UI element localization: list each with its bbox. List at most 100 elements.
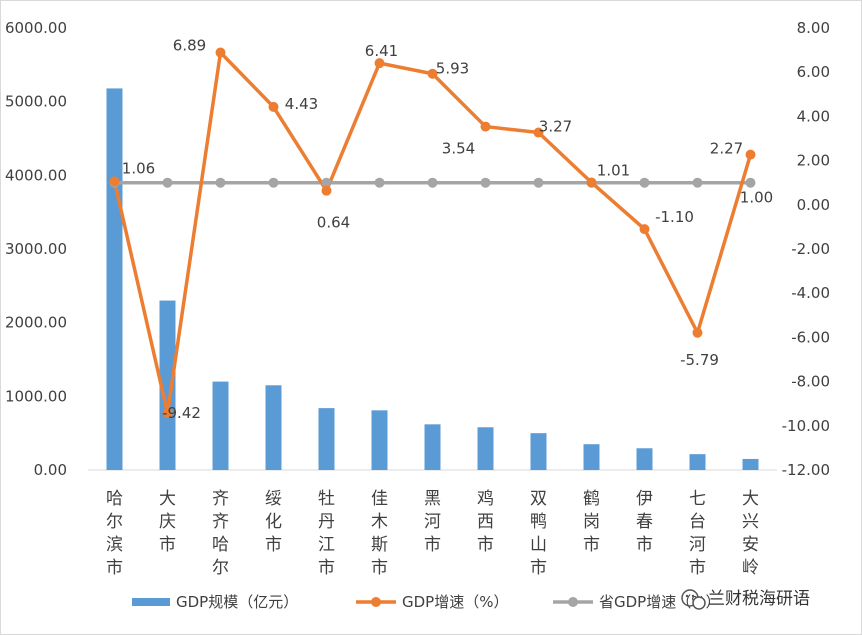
category-label: 佳 [371, 489, 388, 509]
legend-label: GDP规模（亿元） [176, 593, 298, 611]
category-label: 丹 [318, 512, 335, 532]
legend-label: GDP增速（%） [402, 593, 508, 611]
category-label: 市 [689, 558, 706, 578]
gdp-bar [106, 88, 123, 470]
category-label: 哈 [212, 535, 229, 555]
series-point [533, 177, 544, 188]
gdp-bar [583, 444, 600, 470]
growth-data-label: -5.79 [680, 351, 719, 369]
category-label: 河 [689, 535, 706, 555]
category-labels: 哈尔滨市大庆市齐齐哈尔绥化市牡丹江市佳木斯市黑河市鸡西市双鸭山市鹤岗市伊春市七台… [106, 489, 759, 578]
left-axis-tick: 1000.00 [5, 387, 67, 405]
watermark-text: 兰财税海研语 [708, 589, 810, 609]
right-axis-tick: -6.00 [791, 328, 830, 346]
province-data-label: 1.00 [740, 189, 773, 207]
category-label: 木 [371, 512, 388, 532]
right-axis-tick: 4.00 [797, 107, 830, 125]
right-axis-tick: -2.00 [791, 240, 830, 258]
category-label: 大 [742, 489, 759, 509]
category-label: 大 [159, 489, 176, 509]
category-label: 双 [530, 489, 547, 509]
gdp-bar [318, 408, 335, 470]
category-label: 河 [424, 512, 441, 532]
legend-swatch-marker [568, 597, 578, 607]
category-label: 牡 [318, 489, 335, 509]
line-series [109, 47, 756, 418]
series-point [268, 177, 279, 188]
category-label: 安 [742, 535, 759, 555]
left-axis-tick: 2000.00 [5, 314, 67, 332]
growth-data-label: 3.27 [539, 118, 572, 136]
category-label: 化 [265, 512, 282, 532]
growth-data-label: 2.27 [710, 140, 743, 158]
right-axis-tick: -12.00 [782, 461, 830, 479]
category-label: 市 [530, 558, 547, 578]
series-point [745, 149, 756, 160]
series-point [374, 58, 385, 69]
category-label: 绥 [265, 489, 282, 509]
left-axis-tick: 0.00 [34, 461, 67, 479]
right-axis-tick: 8.00 [797, 19, 830, 37]
category-label: 黑 [424, 489, 441, 509]
category-label: 西 [477, 512, 494, 532]
gdp-bar [371, 410, 388, 470]
category-label: 岭 [742, 558, 759, 578]
right-axis-tick: -8.00 [791, 373, 830, 391]
gdp-bar [636, 448, 653, 470]
series-point [639, 177, 650, 188]
category-label: 鸡 [477, 489, 494, 509]
category-label: 鹤 [583, 489, 600, 509]
category-label: 尔 [212, 558, 229, 578]
bar-series [106, 88, 759, 470]
growth-data-label: 6.41 [365, 42, 398, 60]
gdp-bar [424, 424, 441, 470]
category-label: 尔 [106, 512, 123, 532]
category-label: 齐 [212, 489, 229, 509]
category-label: 市 [318, 558, 335, 578]
series-point [215, 177, 226, 188]
gdp-bar [477, 427, 494, 470]
series-point [745, 177, 756, 188]
category-label: 市 [636, 535, 653, 555]
category-label: 台 [689, 512, 706, 532]
watermark-icon [681, 589, 706, 610]
growth-data-label: -9.42 [162, 404, 201, 422]
gdp-bar [212, 381, 229, 470]
series-point [427, 68, 438, 79]
growth-data-label: 1.06 [122, 159, 155, 177]
category-label: 山 [530, 535, 547, 555]
growth-data-label: 3.54 [442, 140, 475, 158]
left-axis-tick: 3000.00 [5, 240, 67, 258]
left-axis-tick: 5000.00 [5, 93, 67, 111]
category-label: 齐 [212, 512, 229, 532]
category-label: 七 [689, 489, 706, 509]
category-label: 江 [318, 535, 335, 555]
series-point [692, 327, 703, 338]
growth-data-label: 6.89 [173, 37, 206, 55]
category-label: 斯 [371, 535, 388, 555]
left-axis-tick: 4000.00 [5, 166, 67, 184]
series-point [162, 407, 173, 418]
data-labels: 1.06 -9.42 6.89 4.43 0.64 6.41 5.93 3.54 3.27 1.0… [122, 37, 773, 422]
series-point [480, 177, 491, 188]
series-point [427, 177, 438, 188]
series-point [480, 121, 491, 132]
series-point [268, 101, 279, 112]
category-label: 市 [371, 558, 388, 578]
series-line [112, 50, 753, 415]
category-label: 鸭 [530, 512, 547, 532]
series-point [639, 224, 650, 235]
series-point [321, 177, 332, 188]
growth-data-label: 0.64 [317, 214, 350, 232]
growth-data-label: -1.10 [655, 208, 694, 226]
right-axis-tick: 2.00 [797, 152, 830, 170]
series-point [109, 176, 120, 187]
gdp-bar [530, 433, 547, 470]
gdp-bar [159, 300, 176, 470]
category-label: 春 [636, 512, 653, 532]
gdp-bar [265, 385, 282, 470]
series-point [586, 177, 597, 188]
series-point [692, 177, 703, 188]
category-label: 岗 [583, 512, 600, 532]
category-label: 市 [159, 535, 176, 555]
